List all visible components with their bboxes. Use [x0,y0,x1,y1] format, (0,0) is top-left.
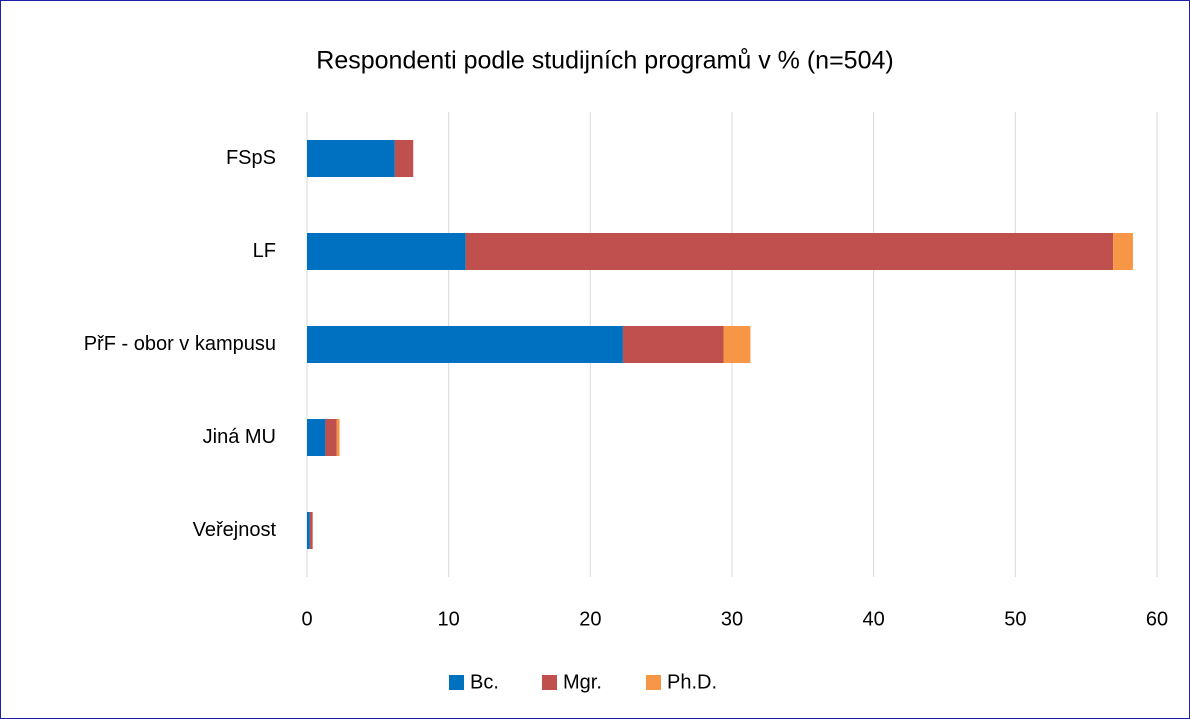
bar-segment [307,326,623,363]
bar-segment [307,140,395,177]
y-tick-label: Veřejnost [193,519,277,541]
bar-segment [723,326,751,363]
bar-segment [307,233,466,270]
bar-segment [465,233,1114,270]
bar-segment [394,140,414,177]
legend-label: Bc. [470,671,499,693]
chart-title: Respondenti podle studijních programů v … [316,47,893,75]
legend-label: Ph.D. [667,671,717,693]
bar-segment [307,512,310,549]
bar-segment [325,419,337,456]
x-tick-label: 0 [301,608,312,630]
bar-segment [309,512,313,549]
x-tick-label: 30 [721,608,743,630]
legend-label: Mgr. [563,671,602,693]
y-tick-label: FSpS [226,147,276,169]
bar-segment [336,419,340,456]
x-tick-label: 40 [863,608,885,630]
y-tick-label: Jiná MU [203,426,276,448]
bar-segment [307,419,326,456]
legend-swatch [449,675,464,690]
x-tick-label: 20 [579,608,601,630]
y-tick-label: LF [253,240,276,262]
bar-segment [1113,233,1133,270]
legend-swatch [646,675,661,690]
legend-swatch [542,675,557,690]
y-tick-label: PřF - obor v kampusu [84,333,276,355]
x-tick-label: 10 [438,608,460,630]
bar-segment [622,326,724,363]
x-tick-label: 60 [1146,608,1168,630]
x-tick-label: 50 [1004,608,1026,630]
